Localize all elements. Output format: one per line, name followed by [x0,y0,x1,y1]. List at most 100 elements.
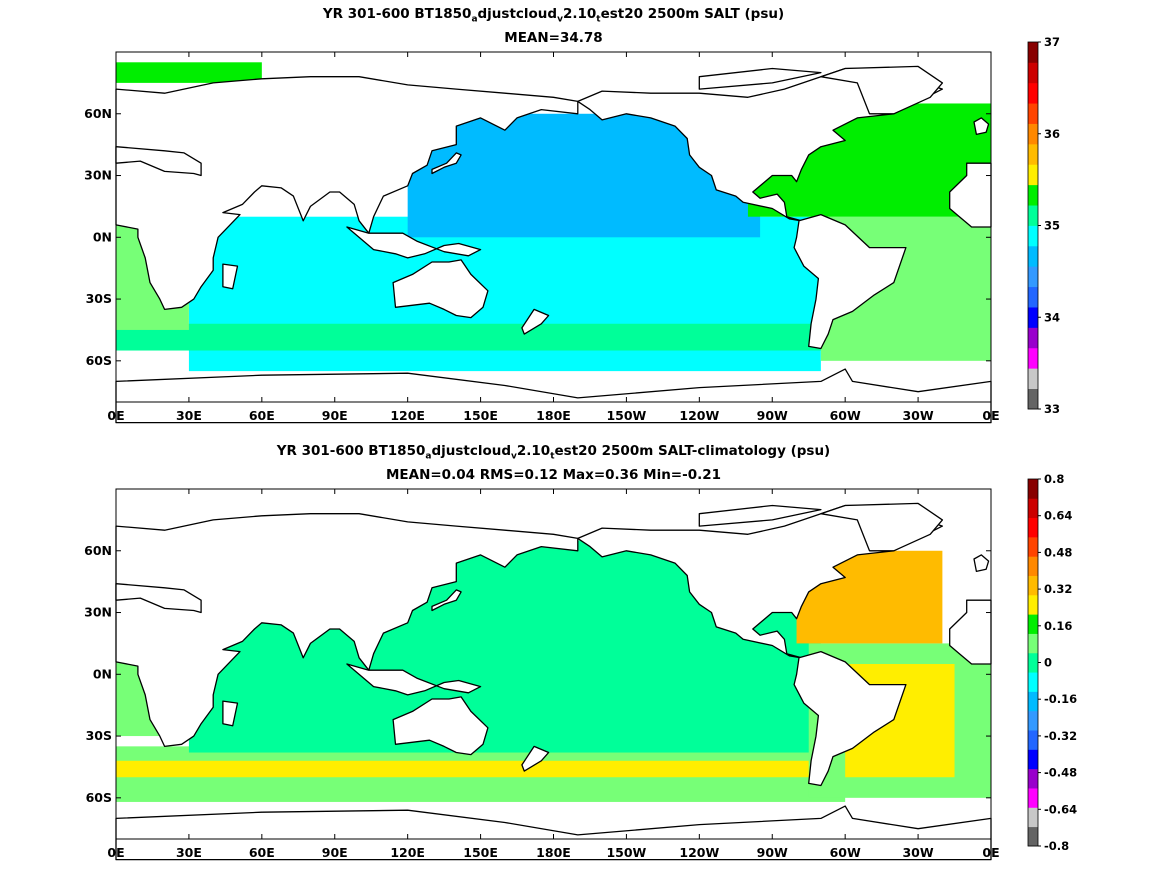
chart2-coastline [820,502,944,552]
chart2-x-tick-label: 180E [536,845,571,860]
chart2-title: YR 301-600 BT1850adjustcloudv2.10test20 … [276,443,831,462]
chart1-colorbar-swatch [1028,327,1038,349]
chart2-colorbar-swatch [1028,672,1038,692]
chart1-x-tick-label: 0E [982,408,999,423]
chart2-colorbar-swatch [1028,556,1038,576]
chart2-x-tick-label: 30E [176,845,202,860]
chart2-colorbar-label: -0.8 [1044,839,1069,853]
chart1-coastline [115,76,579,311]
chart2-coastline [698,504,822,527]
chart2-colorbar-swatch [1028,826,1038,847]
chart1-coastline [346,226,482,259]
chart1-coastline [115,368,992,424]
chart1-y-tick-label: 30N [84,168,112,183]
chart2-colorbar-swatch [1028,498,1038,519]
chart2-colorbar-swatch [1028,749,1038,770]
chart2-colorbar-swatch [1028,575,1038,596]
chart2-x-tick-label: 60E [249,845,275,860]
chart2-coastline [222,700,239,727]
chart1-x-tick-label: 90E [322,408,348,423]
chart1-x-tick-label: 60E [249,408,275,423]
chart2-colorbar-swatch [1028,536,1038,557]
chart2-x-tick-label: 30W [902,845,933,860]
chart1-coastline [698,67,822,90]
chart2-y-tick-label: 30N [84,605,112,620]
chart1-x-tick-label: 120E [390,408,425,423]
chart1-region-arctic [116,62,262,83]
chart2-x-tick-label: 0E [982,845,999,860]
chart2-colorbar-label: -0.64 [1044,802,1077,816]
chart1-colorbar-swatch [1028,62,1038,84]
chart2-colorbar-swatch [1028,710,1038,731]
chart2-x-tick-label: 90W [757,845,788,860]
chart2-coastline [793,650,907,787]
chart1-y-tick-label: 60S [86,353,112,368]
chart1-colorbar-swatch [1028,184,1038,206]
chart1-colorbar-swatch [1028,42,1038,63]
chart2-colorbar-swatch [1028,479,1038,499]
chart1-colorbar-label: 36 [1044,127,1060,141]
chart2-colorbar-swatch [1028,807,1038,828]
chart1-colorbar-label: 37 [1044,35,1060,49]
chart1-y-tick-label: 60N [84,106,112,121]
chart2-colorbar-swatch [1028,730,1038,750]
chart2-y-tick-label: 30S [86,728,112,743]
chart1-colorbar-swatch [1028,245,1038,267]
chart2-x-tick-label: 60W [830,845,861,860]
chart1-colorbar-swatch [1028,82,1038,104]
chart2-colorbar-swatch [1028,768,1038,789]
chart1-colorbar-label: 35 [1044,219,1060,233]
chart1-colorbar-swatch [1028,347,1038,369]
chart1-region-southern-band [116,323,846,351]
chart1-x-tick-label: 150W [606,408,646,423]
chart1-colorbar-label: 33 [1044,402,1060,416]
chart1-x-tick-label: 60W [830,408,861,423]
chart1-x-tick-label: 0E [107,408,124,423]
chart2-colorbar-label: -0.16 [1044,692,1077,706]
chart1-colorbar-label: 34 [1044,310,1060,324]
chart2-colorbar-label: 0.48 [1044,545,1072,559]
chart1-title: YR 301-600 BT1850adjustcloudv2.10test20 … [322,6,785,25]
chart1-colorbar-swatch [1028,143,1038,165]
chart2-y-tick-label: 0N [93,666,112,681]
chart2-colorbar-swatch [1028,614,1038,634]
chart1-colorbar-swatch [1028,266,1038,288]
chart2-x-tick-label: 120W [679,845,719,860]
chart1-coastline [820,65,944,115]
chart1-subtitle: MEAN=34.78 [504,30,603,46]
chart2-colorbar-label: 0 [1044,656,1052,670]
chart2-coastline [115,513,579,748]
chart1-colorbar-swatch [1028,368,1038,390]
chart1-x-tick-label: 90W [757,408,788,423]
chart2-x-tick-label: 120E [390,845,425,860]
chart2-coastline [431,589,462,612]
chart1-coastline [973,117,990,136]
chart1-x-tick-label: 120W [679,408,719,423]
chart1-x-tick-label: 180E [536,408,571,423]
chart1-coastline [222,263,239,290]
chart2-coastline [521,745,550,772]
chart1-coastline [793,213,907,350]
chart1-colorbar-swatch [1028,205,1038,226]
chart2-coastline [973,554,990,573]
chart1-colorbar-swatch [1028,123,1038,145]
chart1-x-tick-label: 30E [176,408,202,423]
chart2-coastline [949,599,992,665]
chart2-colorbar-swatch [1028,594,1038,615]
chart2-colorbar-label: -0.32 [1044,729,1077,743]
chart2-x-tick-label: 150E [463,845,498,860]
chart2-region-southern-yellow [116,760,846,778]
chart1-colorbar-swatch [1028,388,1038,410]
chart2-coastline [115,805,992,861]
chart2-coastline [346,663,482,696]
chart2-x-tick-label: 150W [606,845,646,860]
chart1-colorbar-swatch [1028,307,1038,328]
chart1-y-tick-label: 30S [86,291,112,306]
chart2-y-tick-label: 60S [86,790,112,805]
chart1-x-tick-label: 30W [902,408,933,423]
chart1-colorbar-swatch [1028,164,1038,186]
chart2-colorbar-label: 0.8 [1044,472,1064,486]
chart1-land [115,65,992,424]
chart2-colorbar-swatch [1028,517,1038,538]
